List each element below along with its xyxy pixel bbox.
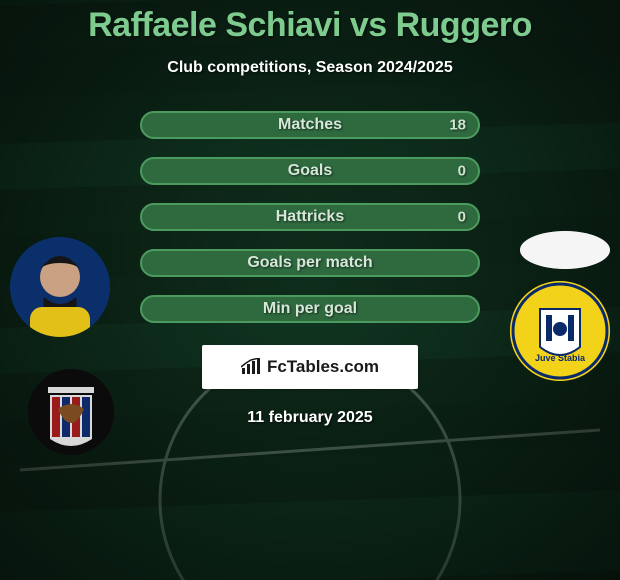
page-title: Raffaele Schiavi vs Ruggero xyxy=(88,6,532,45)
stat-label: Goals per match xyxy=(247,254,372,272)
svg-text:Juve Stabia: Juve Stabia xyxy=(535,353,586,363)
stat-row-min-per-goal: Min per goal xyxy=(140,295,480,323)
stat-rows: Matches 18 Goals 0 Hattricks 0 Goals per… xyxy=(140,111,480,323)
brand-box: FcTables.com xyxy=(202,345,418,389)
stat-row-goals: Goals 0 xyxy=(140,157,480,185)
stat-row-matches: Matches 18 xyxy=(140,111,480,139)
club-left-badge-icon xyxy=(28,369,114,455)
player-left-avatar xyxy=(10,237,110,337)
date-text: 11 february 2025 xyxy=(247,409,372,427)
stat-row-goals-per-match: Goals per match xyxy=(140,249,480,277)
stat-right-value: 18 xyxy=(449,117,466,134)
player-left-avatar-icon xyxy=(10,237,110,337)
club-left-badge xyxy=(28,369,114,455)
stat-label: Matches xyxy=(278,116,342,134)
stat-right-value: 0 xyxy=(458,163,466,180)
stat-label: Hattricks xyxy=(276,208,344,226)
comparison-area: Juve Stabia Matches 18 Goals 0 Hattricks… xyxy=(0,111,620,323)
stat-label: Min per goal xyxy=(263,300,357,318)
club-right-badge-icon: Juve Stabia xyxy=(510,281,610,381)
stat-row-hattricks: Hattricks 0 xyxy=(140,203,480,231)
player-right-avatar xyxy=(520,231,610,269)
stat-label: Goals xyxy=(288,162,332,180)
subtitle: Club competitions, Season 2024/2025 xyxy=(167,59,452,77)
bar-chart-icon xyxy=(241,358,263,376)
brand-text: FcTables.com xyxy=(267,357,379,377)
player-right-avatar-icon xyxy=(520,231,610,269)
stat-right-value: 0 xyxy=(458,209,466,226)
club-right-badge: Juve Stabia xyxy=(510,281,610,381)
